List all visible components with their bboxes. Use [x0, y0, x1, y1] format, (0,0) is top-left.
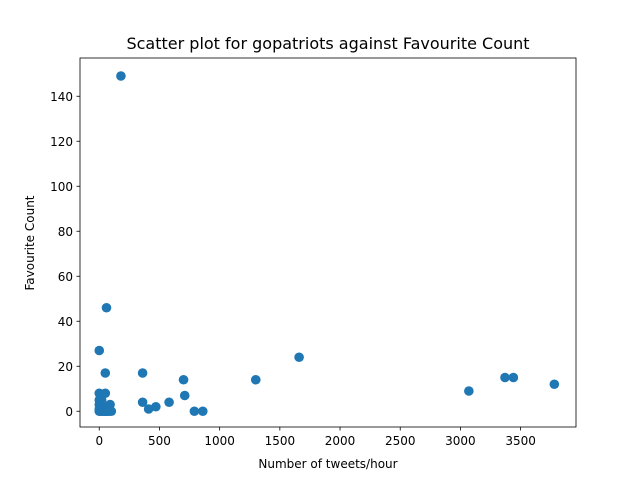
x-tick-label: 2500 — [385, 434, 416, 448]
scatter-point — [100, 368, 111, 378]
x-tick-label: 1500 — [265, 434, 296, 448]
scatter-point — [179, 390, 190, 401]
data-points — [94, 71, 560, 417]
y-tick-label: 80 — [58, 225, 73, 239]
scatter-point — [294, 352, 304, 363]
scatter-point — [137, 368, 148, 378]
scatter-point — [197, 406, 208, 417]
scatter-point — [549, 379, 560, 390]
y-axis-label: Favourite Count — [23, 195, 37, 290]
scatter-point — [189, 406, 200, 417]
y-tick-label: 0 — [65, 405, 73, 419]
plot-frame — [79, 57, 577, 428]
y-tick-label: 20 — [58, 360, 73, 374]
scatter-point — [178, 374, 189, 385]
x-tick-label: 3500 — [505, 434, 536, 448]
scatter-point — [164, 397, 174, 408]
y-tick-label: 120 — [50, 135, 73, 149]
x-tick-label: 0 — [95, 434, 103, 448]
scatter-point — [106, 406, 117, 417]
chart-title: Scatter plot for gopatriots against Favo… — [126, 34, 529, 53]
scatter-point — [500, 372, 510, 383]
x-axis-label: Number of tweets/hour — [258, 457, 397, 471]
x-tick-label: 500 — [148, 434, 171, 448]
scatter-point — [508, 372, 519, 383]
x-tick-label: 3000 — [445, 434, 476, 448]
y-tick-label: 40 — [58, 315, 73, 329]
y-tick-label: 140 — [50, 90, 73, 104]
scatter-point — [143, 404, 154, 414]
scatter-point — [250, 374, 261, 385]
x-tick-label: 1000 — [204, 434, 235, 448]
y-tick-label: 100 — [50, 180, 73, 194]
scatter-point — [137, 397, 148, 408]
axes: 0 500 1000 1500 2000 2500 3000 3500 0 20 40 60 80 100… — [50, 57, 577, 448]
x-tick-label: 2000 — [325, 434, 356, 448]
scatter-point — [151, 401, 161, 412]
y-tick-label: 60 — [58, 270, 73, 284]
scatter-point — [94, 345, 105, 356]
scatter-point — [101, 302, 112, 313]
scatter-point — [116, 71, 126, 81]
scatter-point — [464, 386, 474, 396]
